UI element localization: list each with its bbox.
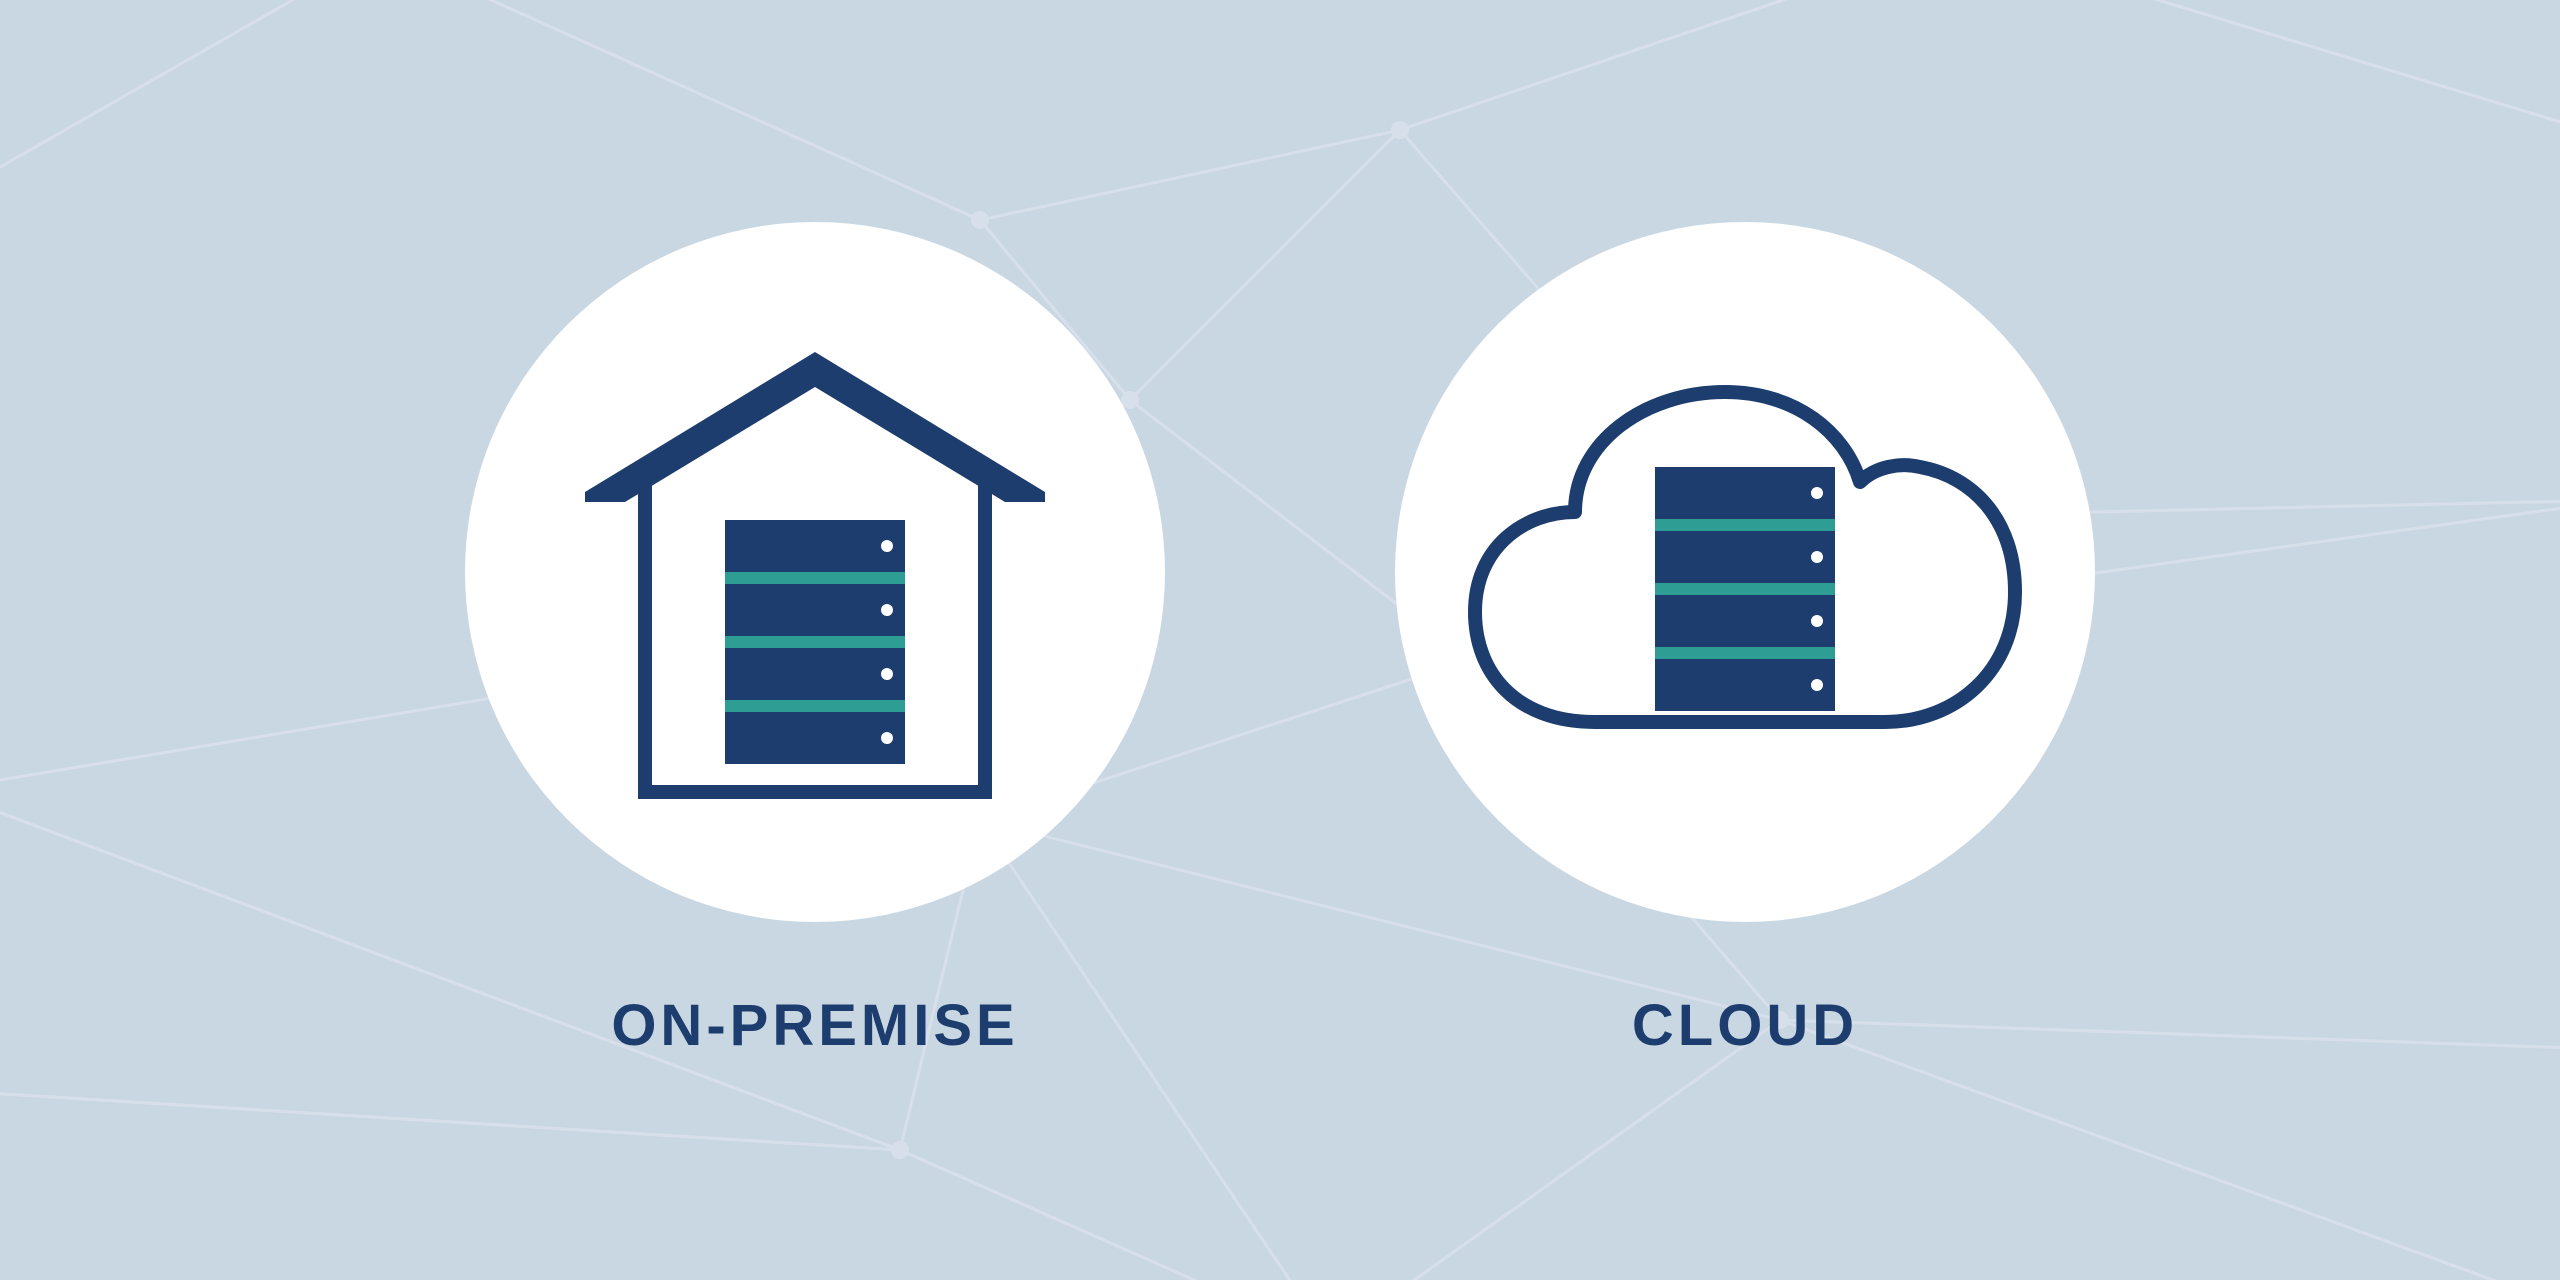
- cloud-label: CLOUD: [1632, 992, 1858, 1059]
- cloud-server-icon: [1455, 372, 2035, 772]
- content-row: ON-PREMISE CLOUD: [0, 0, 2560, 1280]
- on-premise-label: ON-PREMISE: [611, 992, 1018, 1059]
- item-cloud: CLOUD: [1395, 222, 2095, 1059]
- cloud-circle: [1395, 222, 2095, 922]
- item-on-premise: ON-PREMISE: [465, 222, 1165, 1059]
- house-server-icon: [575, 342, 1055, 802]
- infographic-canvas: ON-PREMISE CLOUD: [0, 0, 2560, 1280]
- on-premise-circle: [465, 222, 1165, 922]
